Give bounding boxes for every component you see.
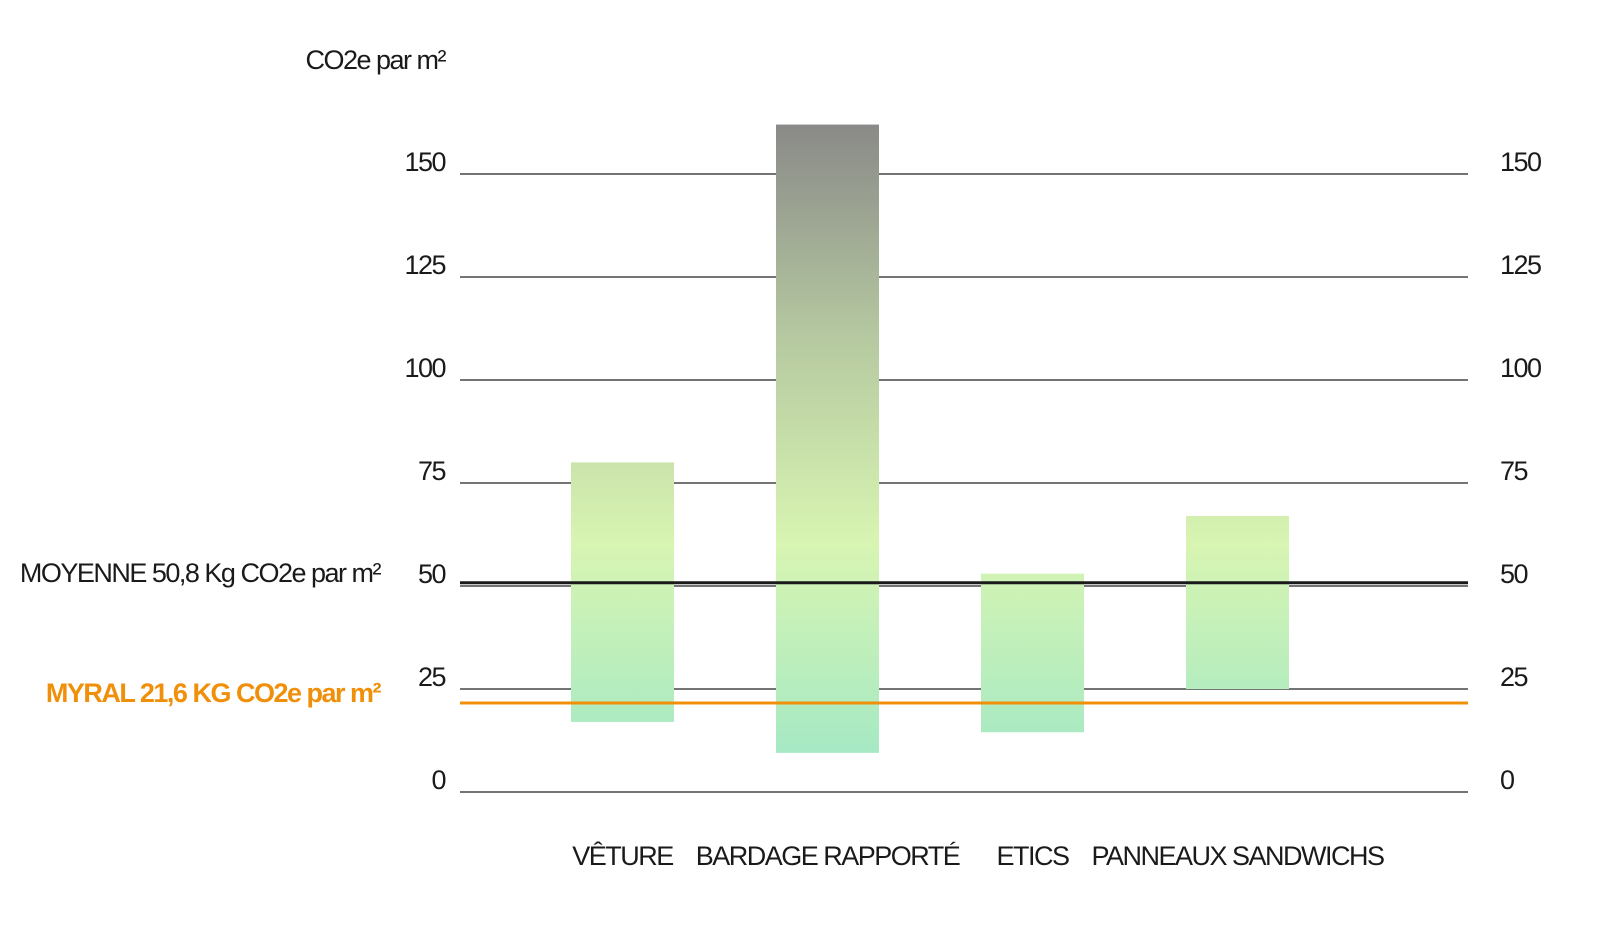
y2-tick-label: 75 — [1500, 456, 1528, 486]
x-tick-label: VÊTURE — [572, 840, 673, 871]
bar — [571, 462, 674, 722]
y2-tick-label: 25 — [1500, 662, 1528, 692]
y-tick-label: 150 — [404, 147, 445, 177]
reference-label: MYRAL 21,6 KG CO2e par m² — [46, 678, 382, 708]
x-tick-label: BARDAGE RAPPORTÉ — [696, 841, 960, 871]
y2-tick-label: 50 — [1500, 559, 1528, 589]
x-tick-label: ETICS — [996, 841, 1069, 871]
y-tick-label: 125 — [404, 250, 445, 280]
y2-tick-label: 100 — [1500, 353, 1541, 383]
reference-label: MOYENNE 50,8 Kg CO2e par m² — [20, 558, 382, 588]
bar — [981, 573, 1084, 733]
y-axis-title: CO2e par m² — [305, 45, 446, 75]
bar — [776, 124, 879, 753]
y-tick-label: 75 — [418, 456, 446, 486]
bar — [1186, 515, 1289, 689]
y-tick-label: 100 — [404, 353, 445, 383]
y2-tick-label: 125 — [1500, 250, 1541, 280]
y-tick-label: 0 — [431, 765, 445, 795]
x-tick-label: PANNEAUX SANDWICHS — [1091, 841, 1384, 871]
y-tick-label: 50 — [418, 559, 446, 589]
y2-tick-label: 150 — [1500, 147, 1541, 177]
y2-tick-label: 0 — [1500, 765, 1514, 795]
y-tick-label: 25 — [418, 662, 446, 692]
